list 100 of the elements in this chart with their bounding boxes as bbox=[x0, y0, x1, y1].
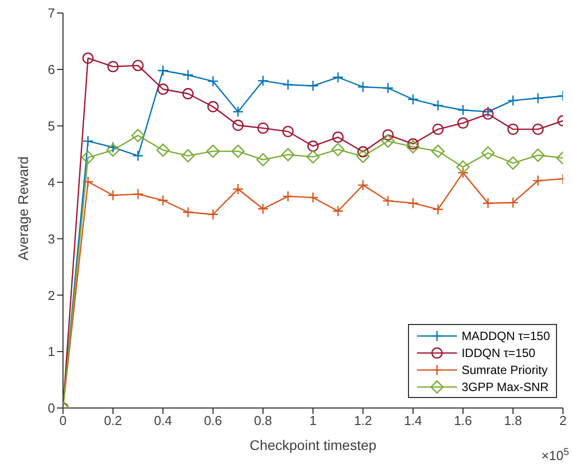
point bbox=[456, 160, 470, 174]
point bbox=[531, 148, 545, 162]
point bbox=[232, 120, 244, 131]
y-tick-label: 3 bbox=[48, 231, 55, 246]
y-axis-title: Average Reward bbox=[14, 156, 31, 260]
x-tick-label: 0.2 bbox=[104, 413, 122, 428]
x-tick-label: 0.6 bbox=[204, 413, 222, 428]
point bbox=[157, 84, 169, 95]
x-tick-label: 0.8 bbox=[254, 413, 272, 428]
point bbox=[332, 131, 344, 143]
point bbox=[407, 138, 419, 150]
point bbox=[532, 124, 544, 135]
point bbox=[282, 79, 294, 90]
point bbox=[207, 101, 219, 112]
point bbox=[407, 94, 419, 105]
y-tick-label: 2 bbox=[48, 288, 55, 303]
point bbox=[81, 150, 95, 164]
point bbox=[457, 167, 469, 178]
point bbox=[132, 188, 144, 200]
x-tick-label: 1.4 bbox=[404, 413, 422, 428]
point bbox=[82, 135, 94, 147]
point bbox=[107, 60, 119, 72]
point bbox=[432, 204, 444, 216]
point bbox=[207, 76, 219, 87]
x-tick-label: 2 bbox=[559, 413, 567, 428]
point bbox=[432, 124, 444, 135]
point bbox=[82, 176, 94, 188]
point bbox=[356, 150, 370, 163]
point bbox=[357, 146, 369, 158]
point bbox=[406, 140, 420, 154]
point bbox=[156, 143, 170, 157]
y-tick-label: 0 bbox=[48, 400, 55, 416]
point bbox=[382, 129, 394, 141]
y-tick-label: 7 bbox=[48, 6, 55, 21]
point bbox=[157, 194, 169, 206]
point bbox=[132, 150, 144, 162]
point bbox=[232, 106, 244, 118]
point bbox=[107, 142, 119, 153]
point bbox=[231, 144, 245, 158]
point bbox=[207, 208, 219, 220]
point bbox=[206, 144, 220, 158]
point bbox=[532, 92, 544, 104]
point bbox=[256, 153, 270, 166]
legend-label: 3GPP Max-SNR bbox=[462, 380, 549, 394]
point bbox=[232, 183, 244, 195]
point bbox=[507, 124, 519, 135]
x-tick-label: 1 bbox=[309, 413, 317, 428]
point bbox=[257, 203, 269, 214]
x-tick-label: 1.8 bbox=[504, 413, 522, 428]
point bbox=[307, 140, 319, 152]
point bbox=[457, 104, 469, 116]
point bbox=[382, 82, 394, 94]
point bbox=[257, 122, 269, 134]
point bbox=[107, 190, 119, 201]
x-axis-title: Checkpoint timestep bbox=[250, 437, 377, 453]
x-tick-label: 0.4 bbox=[154, 413, 172, 428]
legend-label: MADDQN τ=150 bbox=[462, 328, 550, 342]
point bbox=[407, 198, 419, 209]
point bbox=[182, 88, 194, 100]
point bbox=[181, 149, 195, 162]
point bbox=[482, 106, 494, 118]
point bbox=[507, 94, 519, 106]
point bbox=[132, 60, 144, 72]
point bbox=[431, 144, 445, 158]
x-tick-label: 1.2 bbox=[354, 413, 372, 428]
point bbox=[182, 69, 194, 81]
point bbox=[482, 108, 494, 120]
point bbox=[381, 134, 395, 148]
point bbox=[182, 206, 194, 218]
y-tick-label: 6 bbox=[48, 62, 55, 78]
point bbox=[257, 75, 269, 86]
point bbox=[306, 150, 320, 164]
point bbox=[382, 195, 394, 207]
point bbox=[157, 64, 169, 76]
point bbox=[357, 179, 369, 191]
y-tick-label: 4 bbox=[48, 174, 55, 190]
point bbox=[281, 148, 295, 162]
point bbox=[332, 72, 344, 83]
y-tick-label: 5 bbox=[48, 118, 55, 134]
point bbox=[106, 143, 120, 157]
point bbox=[131, 128, 145, 142]
point bbox=[82, 52, 94, 64]
point bbox=[506, 156, 520, 170]
point bbox=[307, 192, 319, 204]
point bbox=[282, 190, 294, 202]
point bbox=[282, 126, 294, 138]
point bbox=[457, 117, 469, 129]
point bbox=[331, 142, 345, 156]
point bbox=[307, 80, 319, 92]
x-tick-label: 0 bbox=[59, 413, 67, 428]
text: ×10$^{5}$ bbox=[541, 446, 570, 463]
legend-label: IDDQN τ=150 bbox=[462, 346, 536, 360]
point bbox=[532, 174, 544, 186]
point bbox=[357, 81, 369, 93]
y-tick-label: 1 bbox=[48, 344, 55, 360]
point bbox=[432, 100, 444, 112]
point bbox=[481, 146, 495, 160]
x-tick-label: 1.6 bbox=[454, 413, 472, 428]
point bbox=[482, 198, 494, 209]
point bbox=[332, 205, 344, 217]
